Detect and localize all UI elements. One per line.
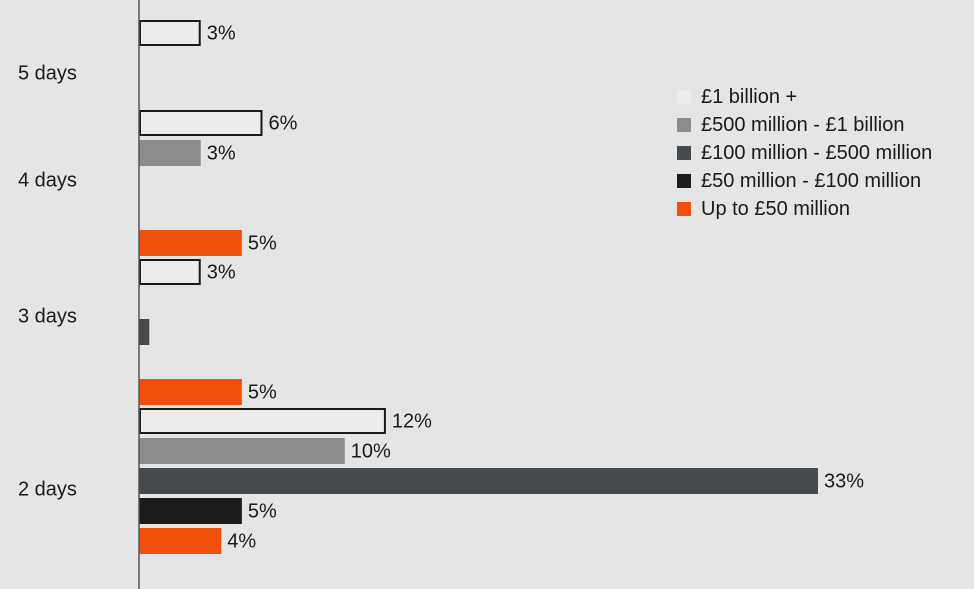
bar-value-label: 5% <box>248 381 277 403</box>
bar <box>139 140 201 166</box>
category-label: 4 days <box>18 169 77 191</box>
bar <box>139 468 818 494</box>
bar <box>139 379 242 405</box>
bar <box>139 259 201 285</box>
legend-item-50m-100m: £50 million - £100 million <box>677 167 932 195</box>
bar-value-label: 10% <box>351 440 391 462</box>
legend-swatch <box>677 146 691 160</box>
category-label: 3 days <box>18 305 77 327</box>
legend-label: £50 million - £100 million <box>701 169 922 192</box>
legend-swatch <box>677 90 691 104</box>
category-label: 5 days <box>18 62 77 84</box>
legend-item-1b-plus: £1 billion + <box>677 83 932 111</box>
bar-value-label: 12% <box>392 410 432 432</box>
bar <box>139 408 386 434</box>
legend-label: £500 million - £1 billion <box>701 113 905 136</box>
legend-label: Up to £50 million <box>701 197 850 220</box>
bar <box>139 319 150 345</box>
bar <box>139 20 201 46</box>
bar <box>139 230 242 256</box>
category-label: 2 days <box>18 478 77 500</box>
bar-value-label: 6% <box>268 112 297 134</box>
chart-legend: £1 billion + £500 million - £1 billion £… <box>677 83 932 223</box>
legend-swatch <box>677 202 691 216</box>
bar-value-label: 3% <box>207 261 236 283</box>
legend-item-100m-500m: £100 million - £500 million <box>677 139 932 167</box>
legend-label: £1 billion + <box>701 85 798 108</box>
bar-value-label: 3% <box>207 22 236 44</box>
legend-swatch <box>677 174 691 188</box>
bar-value-label: 5% <box>248 500 277 522</box>
bar <box>139 438 345 464</box>
bar-value-label: 4% <box>227 530 256 552</box>
bar-value-label: 3% <box>207 142 236 164</box>
bar-value-label: 33% <box>824 470 864 492</box>
bar <box>139 498 242 524</box>
bar <box>139 528 222 554</box>
bar-value-label: 5% <box>248 232 277 254</box>
legend-item-500m-1b: £500 million - £1 billion <box>677 111 932 139</box>
legend-item-up-to-50m: Up to £50 million <box>677 195 932 223</box>
legend-label: £100 million - £500 million <box>701 141 933 164</box>
bar <box>139 110 263 136</box>
legend-swatch <box>677 118 691 132</box>
